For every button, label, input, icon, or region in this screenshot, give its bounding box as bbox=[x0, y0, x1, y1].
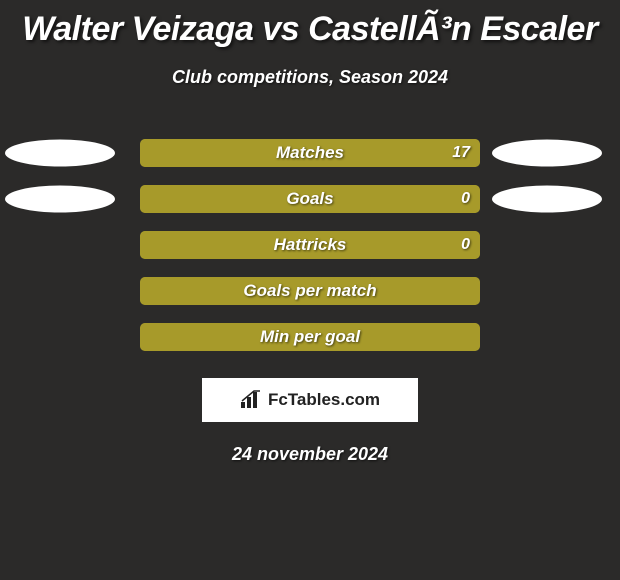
date-text: 24 november 2024 bbox=[0, 444, 620, 465]
stat-row: Matches17 bbox=[0, 130, 620, 176]
stat-bar: Goals per match bbox=[140, 277, 480, 305]
page-title: Walter Veizaga vs CastellÃ³n Escaler bbox=[0, 0, 620, 49]
stat-label: Goals bbox=[140, 189, 480, 209]
stat-label: Matches bbox=[140, 143, 480, 163]
stat-label: Min per goal bbox=[140, 327, 480, 347]
stat-label: Goals per match bbox=[140, 281, 480, 301]
stat-bar: Goals0 bbox=[140, 185, 480, 213]
player-marker-left bbox=[5, 140, 115, 167]
stat-bar: Matches17 bbox=[140, 139, 480, 167]
stat-row: Hattricks0 bbox=[0, 222, 620, 268]
stat-label: Hattricks bbox=[140, 235, 480, 255]
stat-row: Goals0 bbox=[0, 176, 620, 222]
stat-bar: Hattricks0 bbox=[140, 231, 480, 259]
subtitle: Club competitions, Season 2024 bbox=[0, 67, 620, 88]
chart-icon bbox=[240, 390, 262, 410]
stat-rows: Matches17Goals0Hattricks0Goals per match… bbox=[0, 130, 620, 360]
stat-value: 17 bbox=[452, 144, 470, 162]
player-marker-right bbox=[492, 186, 602, 213]
stat-value: 0 bbox=[461, 236, 470, 254]
fctables-logo: FcTables.com bbox=[202, 378, 418, 422]
logo-text: FcTables.com bbox=[268, 390, 380, 410]
stat-row: Min per goal bbox=[0, 314, 620, 360]
player-marker-right bbox=[492, 140, 602, 167]
player-marker-left bbox=[5, 186, 115, 213]
stat-bar: Min per goal bbox=[140, 323, 480, 351]
stat-value: 0 bbox=[461, 190, 470, 208]
stat-row: Goals per match bbox=[0, 268, 620, 314]
